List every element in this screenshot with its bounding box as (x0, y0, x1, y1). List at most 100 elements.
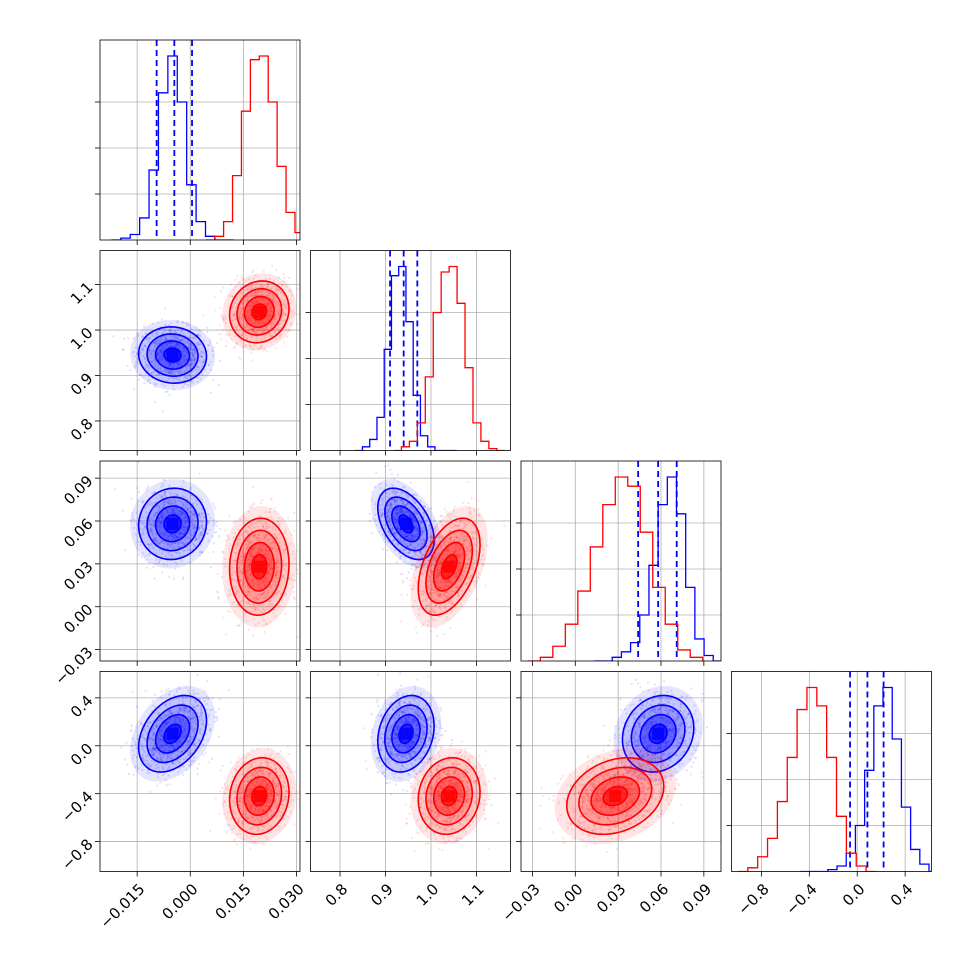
hist-panel-0 (95, 39, 301, 245)
scatter-point (240, 334, 243, 337)
scatter-point (210, 368, 213, 372)
scatter-point (185, 376, 188, 379)
scatter-point (171, 369, 174, 372)
scatter-point (231, 312, 235, 316)
scatter-point (241, 306, 244, 309)
scatter-point (142, 376, 145, 379)
scatter-point (155, 332, 158, 335)
panel-1-2 (305, 460, 511, 666)
scatter-point (256, 290, 259, 293)
scatter-point (193, 348, 196, 351)
scatter-point (250, 292, 253, 295)
scatter-point (163, 347, 167, 350)
scatter-point (189, 344, 193, 348)
scatter-point (263, 318, 266, 321)
scatter-point (164, 307, 167, 310)
scatter-point (206, 330, 209, 334)
scatter-point (161, 332, 165, 335)
scatter-point (306, 604, 308, 606)
scatter-point (132, 388, 136, 391)
scatter-point (167, 324, 170, 327)
scatter-point (208, 339, 212, 342)
scatter-point (221, 286, 225, 289)
scatter-point (192, 336, 195, 339)
scatter-point (180, 349, 183, 352)
scatter-point (231, 319, 234, 322)
scatter-point (161, 349, 164, 352)
scatter-point (181, 357, 185, 360)
scatter-point (114, 488, 117, 491)
scatter-point (183, 358, 186, 362)
scatter-point (199, 350, 202, 353)
scatter-point (251, 271, 254, 274)
scatter-point (180, 350, 183, 353)
scatter-point (280, 283, 284, 286)
scatter-point (178, 346, 181, 350)
scatter-point (192, 349, 195, 352)
scatter-point (190, 343, 193, 346)
scatter-point (251, 301, 254, 305)
scatter-point (143, 325, 146, 328)
scatter-point (179, 338, 182, 342)
scatter-point (150, 356, 153, 359)
scatter-point (246, 314, 249, 318)
scatter-point (170, 372, 173, 375)
scatter-point (290, 323, 293, 326)
scatter-point (134, 364, 137, 367)
scatter-point (158, 339, 161, 342)
scatter-point (176, 321, 179, 324)
scatter-point (268, 294, 272, 297)
scatter-point (194, 368, 197, 371)
scatter-point (259, 298, 262, 301)
scatter-point (123, 337, 126, 340)
scatter-point (173, 343, 176, 346)
scatter-point (186, 383, 190, 386)
scatter-point (202, 359, 206, 363)
scatter-point (241, 309, 244, 313)
scatter-point (121, 509, 124, 512)
scatter-point (172, 388, 175, 391)
scatter-point (383, 465, 387, 468)
scatter-point (262, 327, 265, 330)
scatter-point (252, 277, 255, 280)
scatter-point (161, 358, 164, 361)
scatter-point (228, 332, 231, 335)
scatter-point (407, 571, 410, 574)
scatter-point (284, 305, 287, 308)
scatter-point (182, 339, 185, 342)
scatter-point (168, 363, 171, 366)
scatter-point (192, 358, 195, 362)
scatter-point (247, 318, 251, 321)
scatter-point (143, 357, 146, 361)
scatter-point (248, 344, 251, 347)
scatter-point (176, 362, 179, 365)
scatter-point (264, 302, 268, 305)
scatter-point (387, 464, 390, 467)
scatter-point (197, 334, 200, 337)
scatter-point (179, 347, 182, 350)
scatter-point (148, 381, 152, 385)
scatter-point (165, 343, 169, 347)
scatter-point (146, 369, 149, 372)
scatter-point (245, 325, 248, 328)
scatter-point (261, 344, 264, 347)
scatter-point (250, 303, 254, 306)
scatter-point (192, 356, 195, 359)
scatter-point (266, 294, 270, 297)
scatter-point (252, 269, 255, 272)
scatter-point (141, 349, 145, 352)
scatter-point (170, 330, 173, 333)
scatter-point (149, 352, 152, 355)
scatter-point (156, 353, 160, 356)
scatter-point (155, 374, 158, 377)
scatter-point (152, 359, 155, 362)
scatter-point (220, 338, 223, 341)
scatter-point (254, 344, 257, 348)
scatter-point (175, 344, 178, 347)
scatter-point (191, 349, 194, 352)
scatter-point (212, 541, 215, 545)
y-tick-label: 0.06 (60, 515, 96, 551)
scatter-point (217, 383, 220, 387)
scatter-point (121, 348, 125, 351)
scatter-point (196, 342, 200, 346)
